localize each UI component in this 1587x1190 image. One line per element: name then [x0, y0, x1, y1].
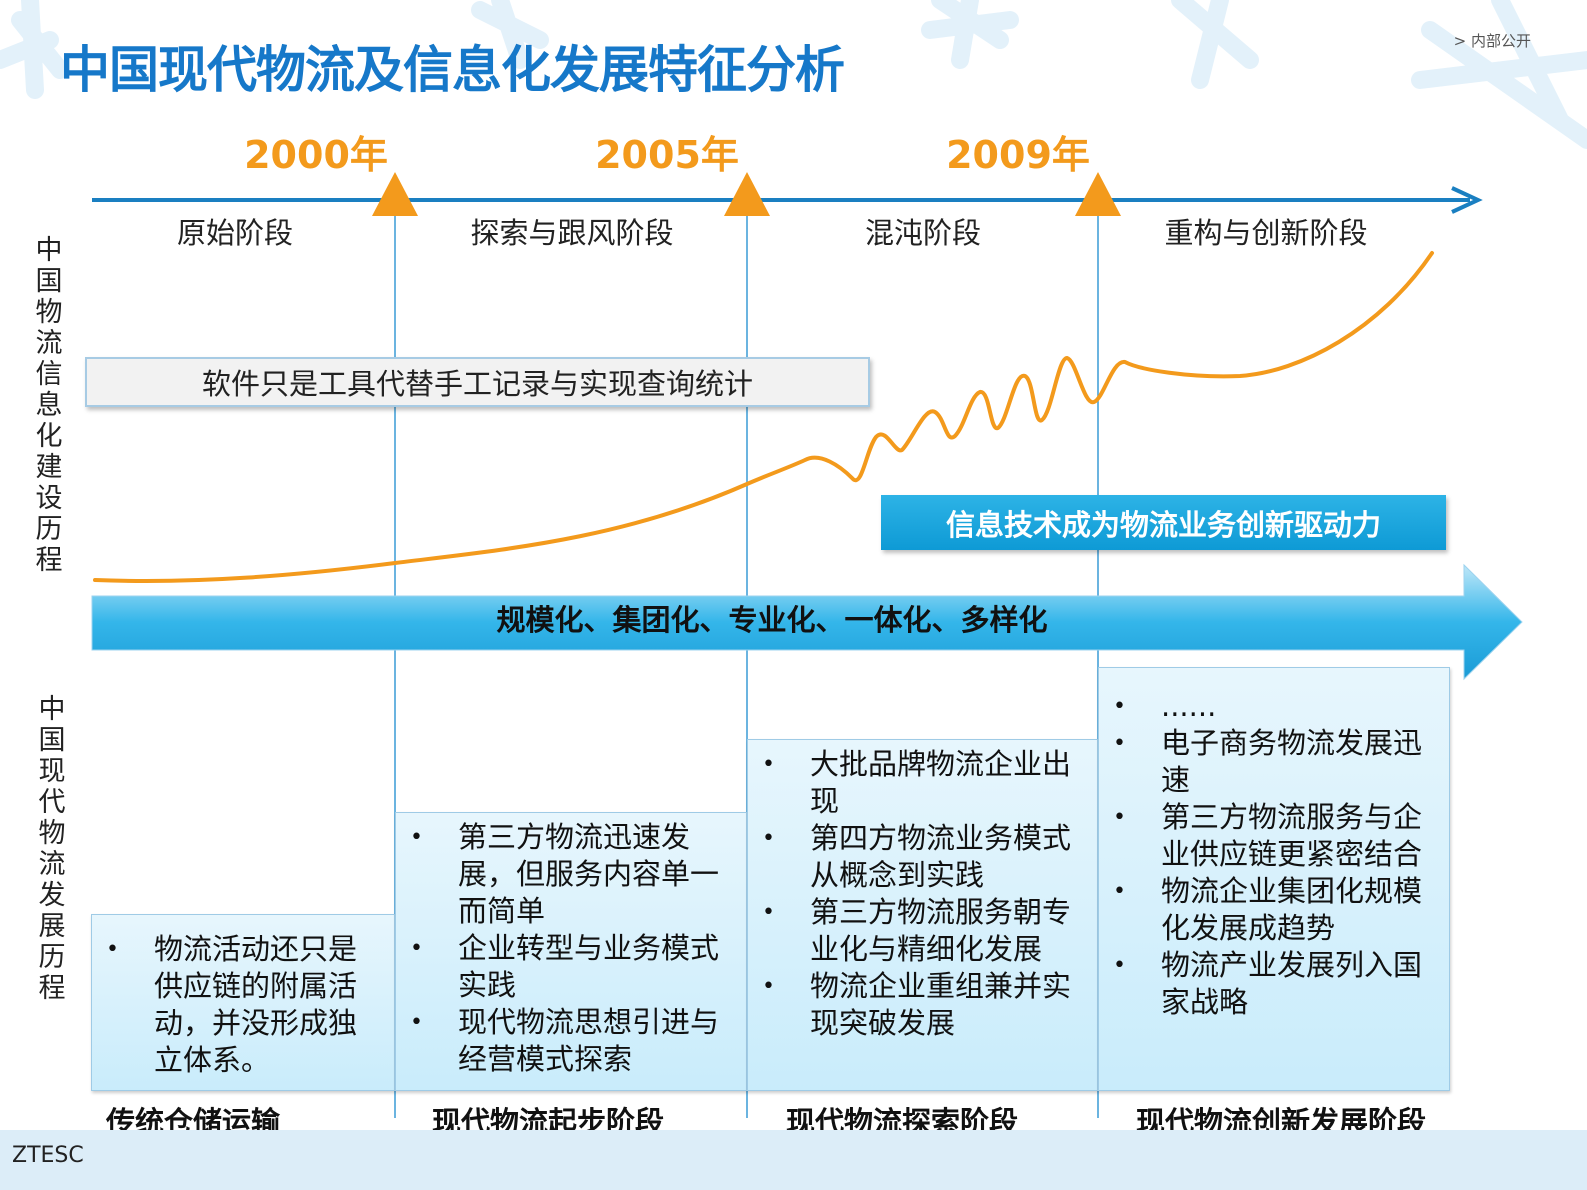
phase-box-exploration: 大批品牌物流企业出现 第四方物流业务模式从概念到实践 第三方物流服务朝专业化与精…	[747, 739, 1098, 1091]
stage-primitive: 原始阶段	[176, 216, 294, 250]
stage-reconstruction: 重构与创新阶段	[1164, 216, 1368, 250]
bullet-item: 物流企业集团化规模化发展成趋势	[1113, 873, 1439, 947]
bullet-item: ......	[1113, 688, 1439, 725]
side-label-informatization: 中国物流信息化建设历程	[35, 235, 63, 576]
phase-box-startup: 第三方物流迅速发展，但服务内容单一而简单 企业转型与业务模式实践 现代物流思想引…	[395, 812, 747, 1091]
year-2009: 2009年	[946, 133, 1090, 177]
bullet-item: 大批品牌物流企业出现	[762, 746, 1087, 820]
side-label-logistics: 中国现代物流发展历程	[38, 694, 66, 1004]
stage-chaos: 混沌阶段	[864, 216, 982, 250]
footer-brand: ZTESC	[12, 1143, 84, 1168]
phase-box-traditional: 物流活动还只是供应链的附属活动，并没形成独立体系。	[91, 914, 395, 1091]
bullet-item: 第三方物流服务与企业供应链更紧密结合	[1113, 799, 1439, 873]
trend-arrow-label: 规模化、集团化、专业化、一体化、多样化	[496, 603, 1048, 637]
year-2000: 2000年	[244, 133, 388, 177]
informatization-curve	[93, 251, 1434, 583]
bullet-item: 物流企业重组兼并实现突破发展	[762, 968, 1087, 1042]
marker-2000-icon	[372, 172, 418, 216]
page-title: 中国现代物流及信息化发展特征分析	[60, 41, 845, 99]
bullet-item: 现代物流思想引进与经营模式探索	[410, 1004, 736, 1078]
timeline-arrowhead-icon	[1451, 186, 1483, 214]
marker-2005-icon	[724, 172, 770, 216]
bullet-item: 第三方物流服务朝专业化与精细化发展	[762, 894, 1087, 968]
trend-arrow	[91, 563, 1523, 681]
year-2005: 2005年	[595, 133, 739, 177]
marker-2009-icon	[1075, 172, 1121, 216]
footer-bar	[0, 1130, 1587, 1190]
classification-label: > 内部公开	[1453, 32, 1531, 50]
stage-exploration: 探索与跟风阶段	[470, 216, 674, 250]
software-note-box: 软件只是工具代替手工记录与实现查询统计	[85, 357, 870, 407]
bullet-item: 电子商务物流发展迅速	[1113, 725, 1439, 799]
bullet-item: 物流产业发展列入国家战略	[1113, 947, 1439, 1021]
bullet-item: 第四方物流业务模式从概念到实践	[762, 820, 1087, 894]
phase-box-innovation: ...... 电子商务物流发展迅速 第三方物流服务与企业供应链更紧密结合 物流企…	[1098, 667, 1450, 1091]
bullet-item: 第三方物流迅速发展，但服务内容单一而简单	[410, 819, 736, 930]
it-driver-box: 信息技术成为物流业务创新驱动力	[881, 495, 1446, 550]
bullet-item: 企业转型与业务模式实践	[410, 930, 736, 1004]
bullet-item: 物流活动还只是供应链的附属活动，并没形成独立体系。	[106, 931, 384, 1079]
